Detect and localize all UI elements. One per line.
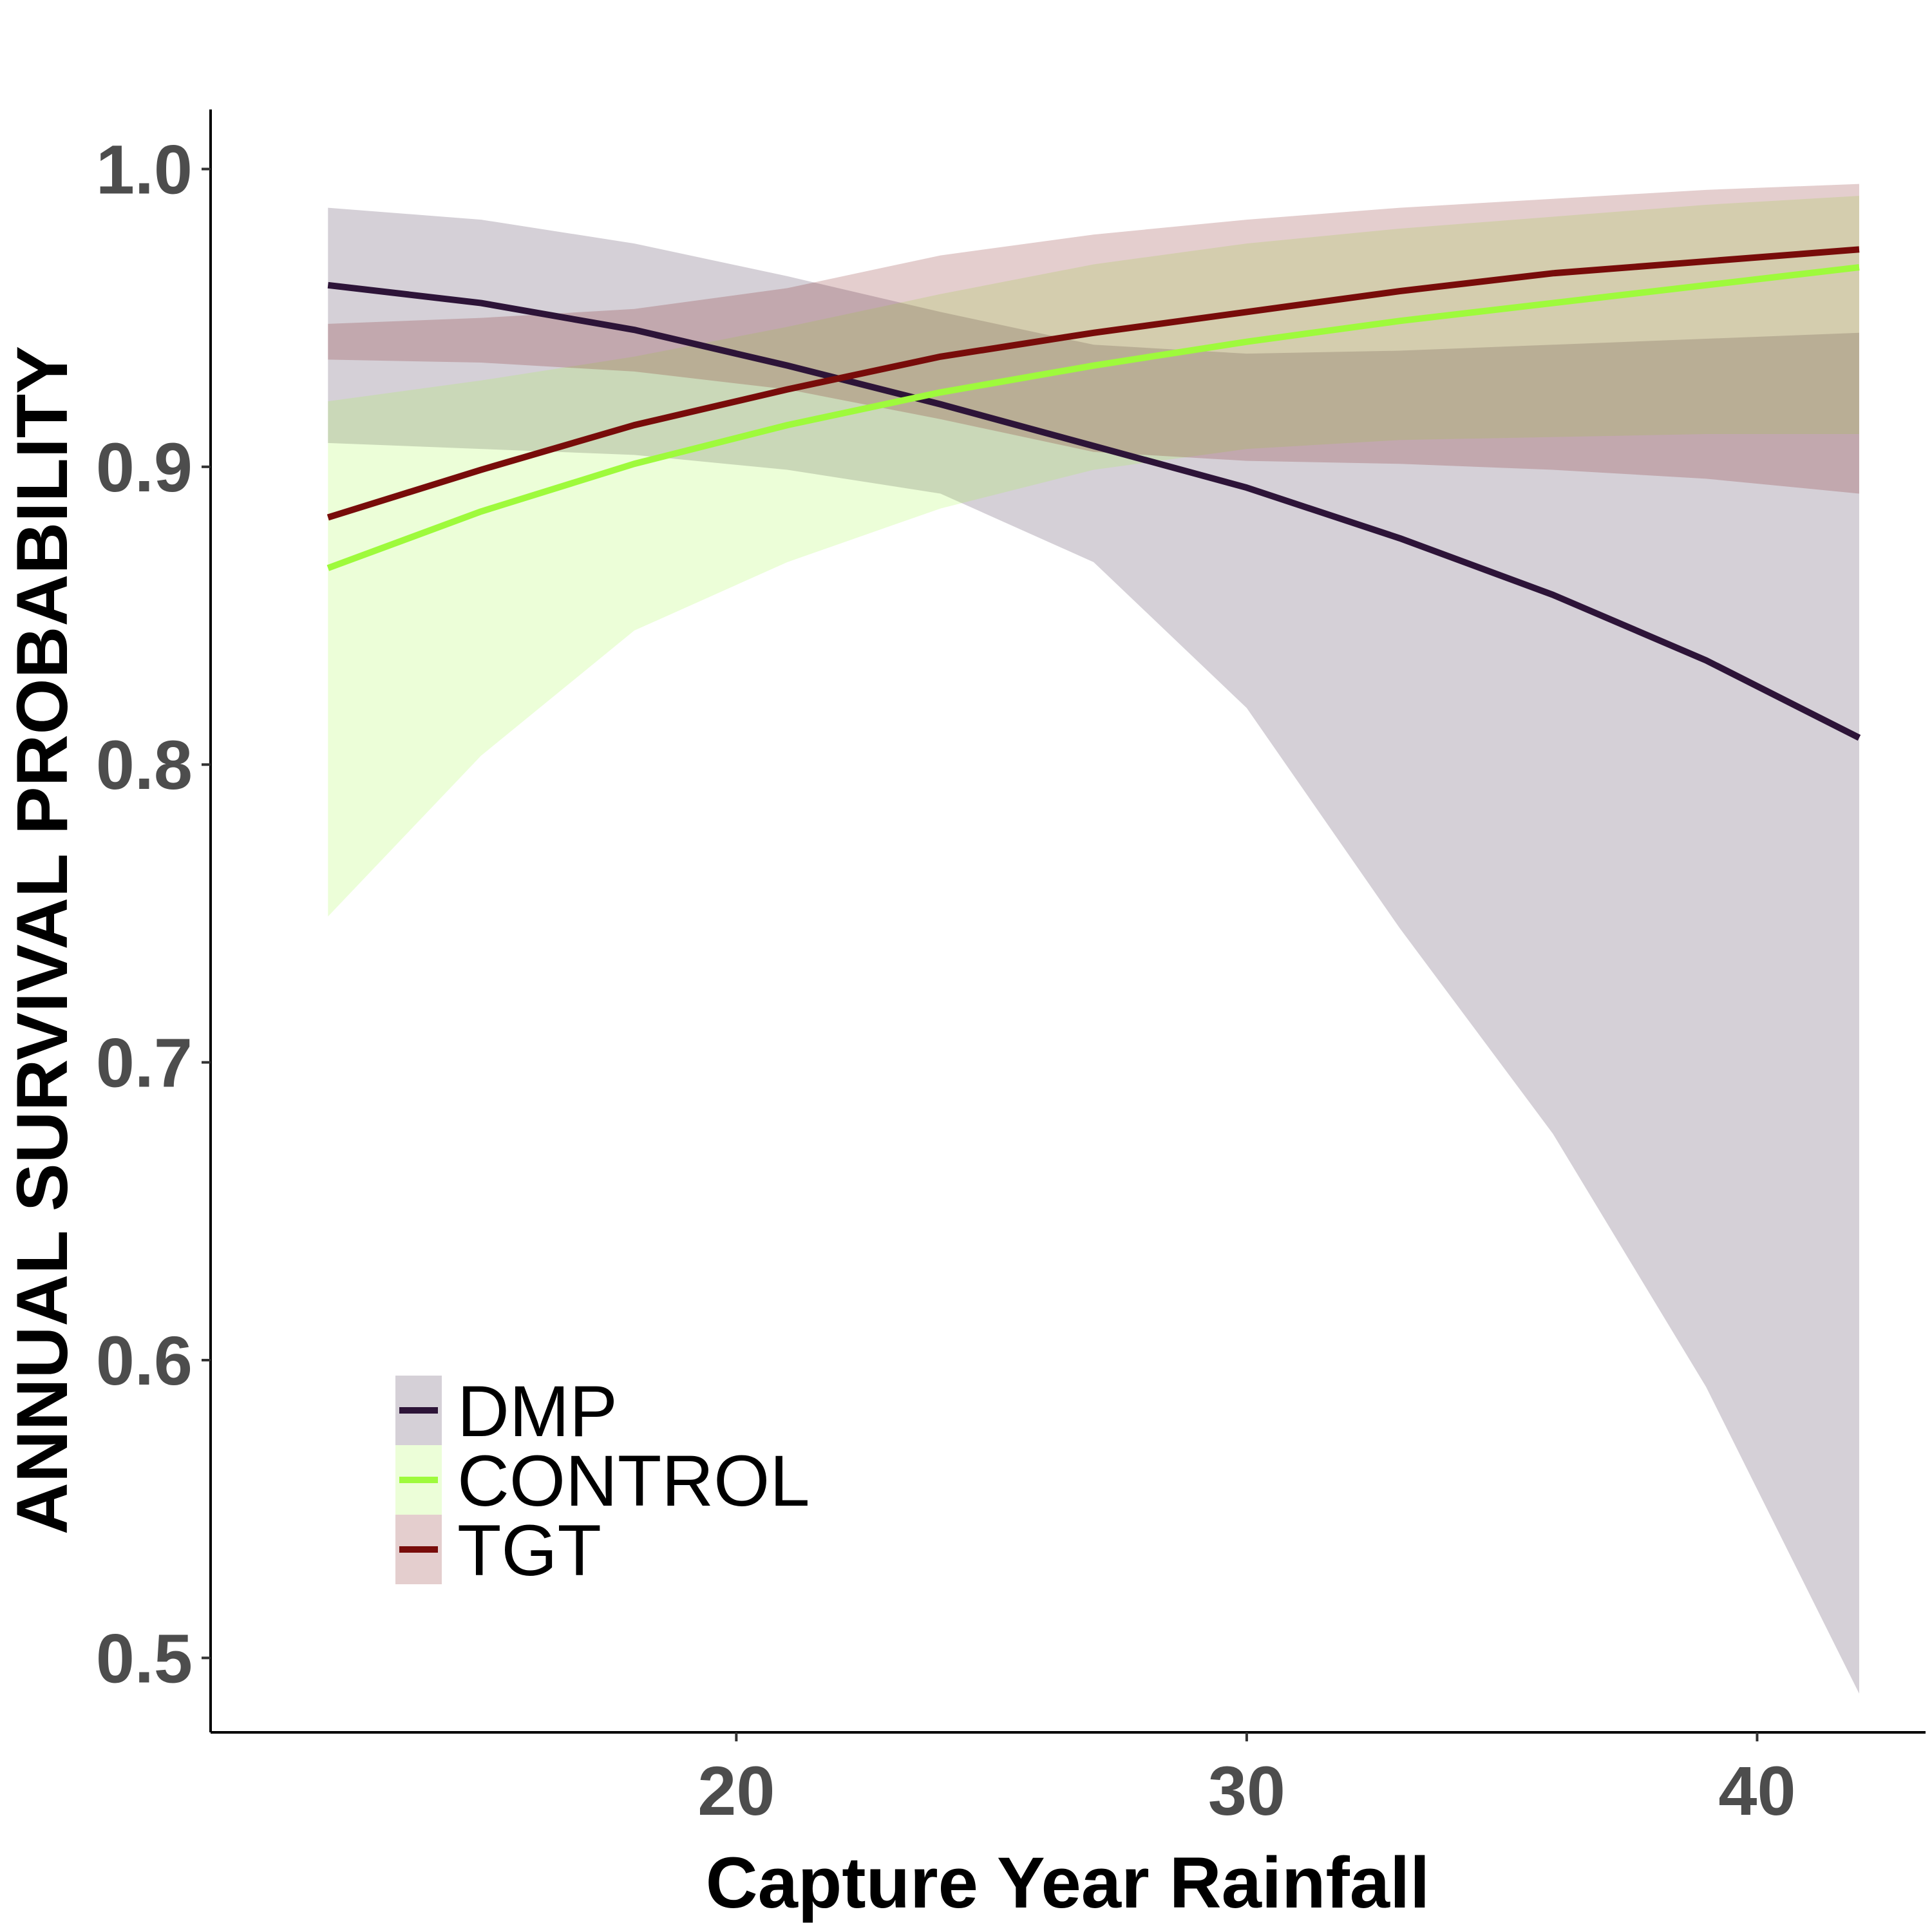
x-tick-label: 40 xyxy=(1718,1752,1795,1830)
y-tick-label: 0.8 xyxy=(96,726,193,804)
confidence-bands xyxy=(328,184,1859,1694)
x-tick-label: 20 xyxy=(697,1752,775,1830)
legend-label: TGT xyxy=(457,1510,601,1591)
y-axis-title: ANNUAL SURVIVAL PROBABILITY xyxy=(2,346,82,1535)
series-lines xyxy=(327,246,1861,741)
line-tgt xyxy=(327,246,1860,521)
band-control xyxy=(328,196,1859,917)
line-control xyxy=(327,264,1860,571)
band-dmp xyxy=(328,207,1859,1694)
band-tgt xyxy=(328,184,1859,494)
legend-item-control: CONTROL xyxy=(395,1441,810,1521)
y-tick-label: 0.6 xyxy=(96,1321,193,1399)
y-tick-label: 0.7 xyxy=(96,1024,193,1102)
line-dmp xyxy=(327,281,1861,741)
x-tick-label: 30 xyxy=(1208,1752,1285,1830)
x-axis-title: Capture Year Rainfall xyxy=(706,1842,1430,1923)
y-tick-label: 0.9 xyxy=(96,428,193,506)
axes: 0.5 0.6 0.7 0.8 0.9 1.0 20 30 40 xyxy=(96,109,1926,1830)
legend-item-tgt: TGT xyxy=(395,1510,601,1591)
legend-label: DMP xyxy=(457,1371,618,1452)
legend-item-dmp: DMP xyxy=(395,1371,618,1452)
y-tick-label: 1.0 xyxy=(96,130,193,208)
legend-label: CONTROL xyxy=(457,1441,810,1521)
y-tick-label: 0.5 xyxy=(96,1619,193,1697)
